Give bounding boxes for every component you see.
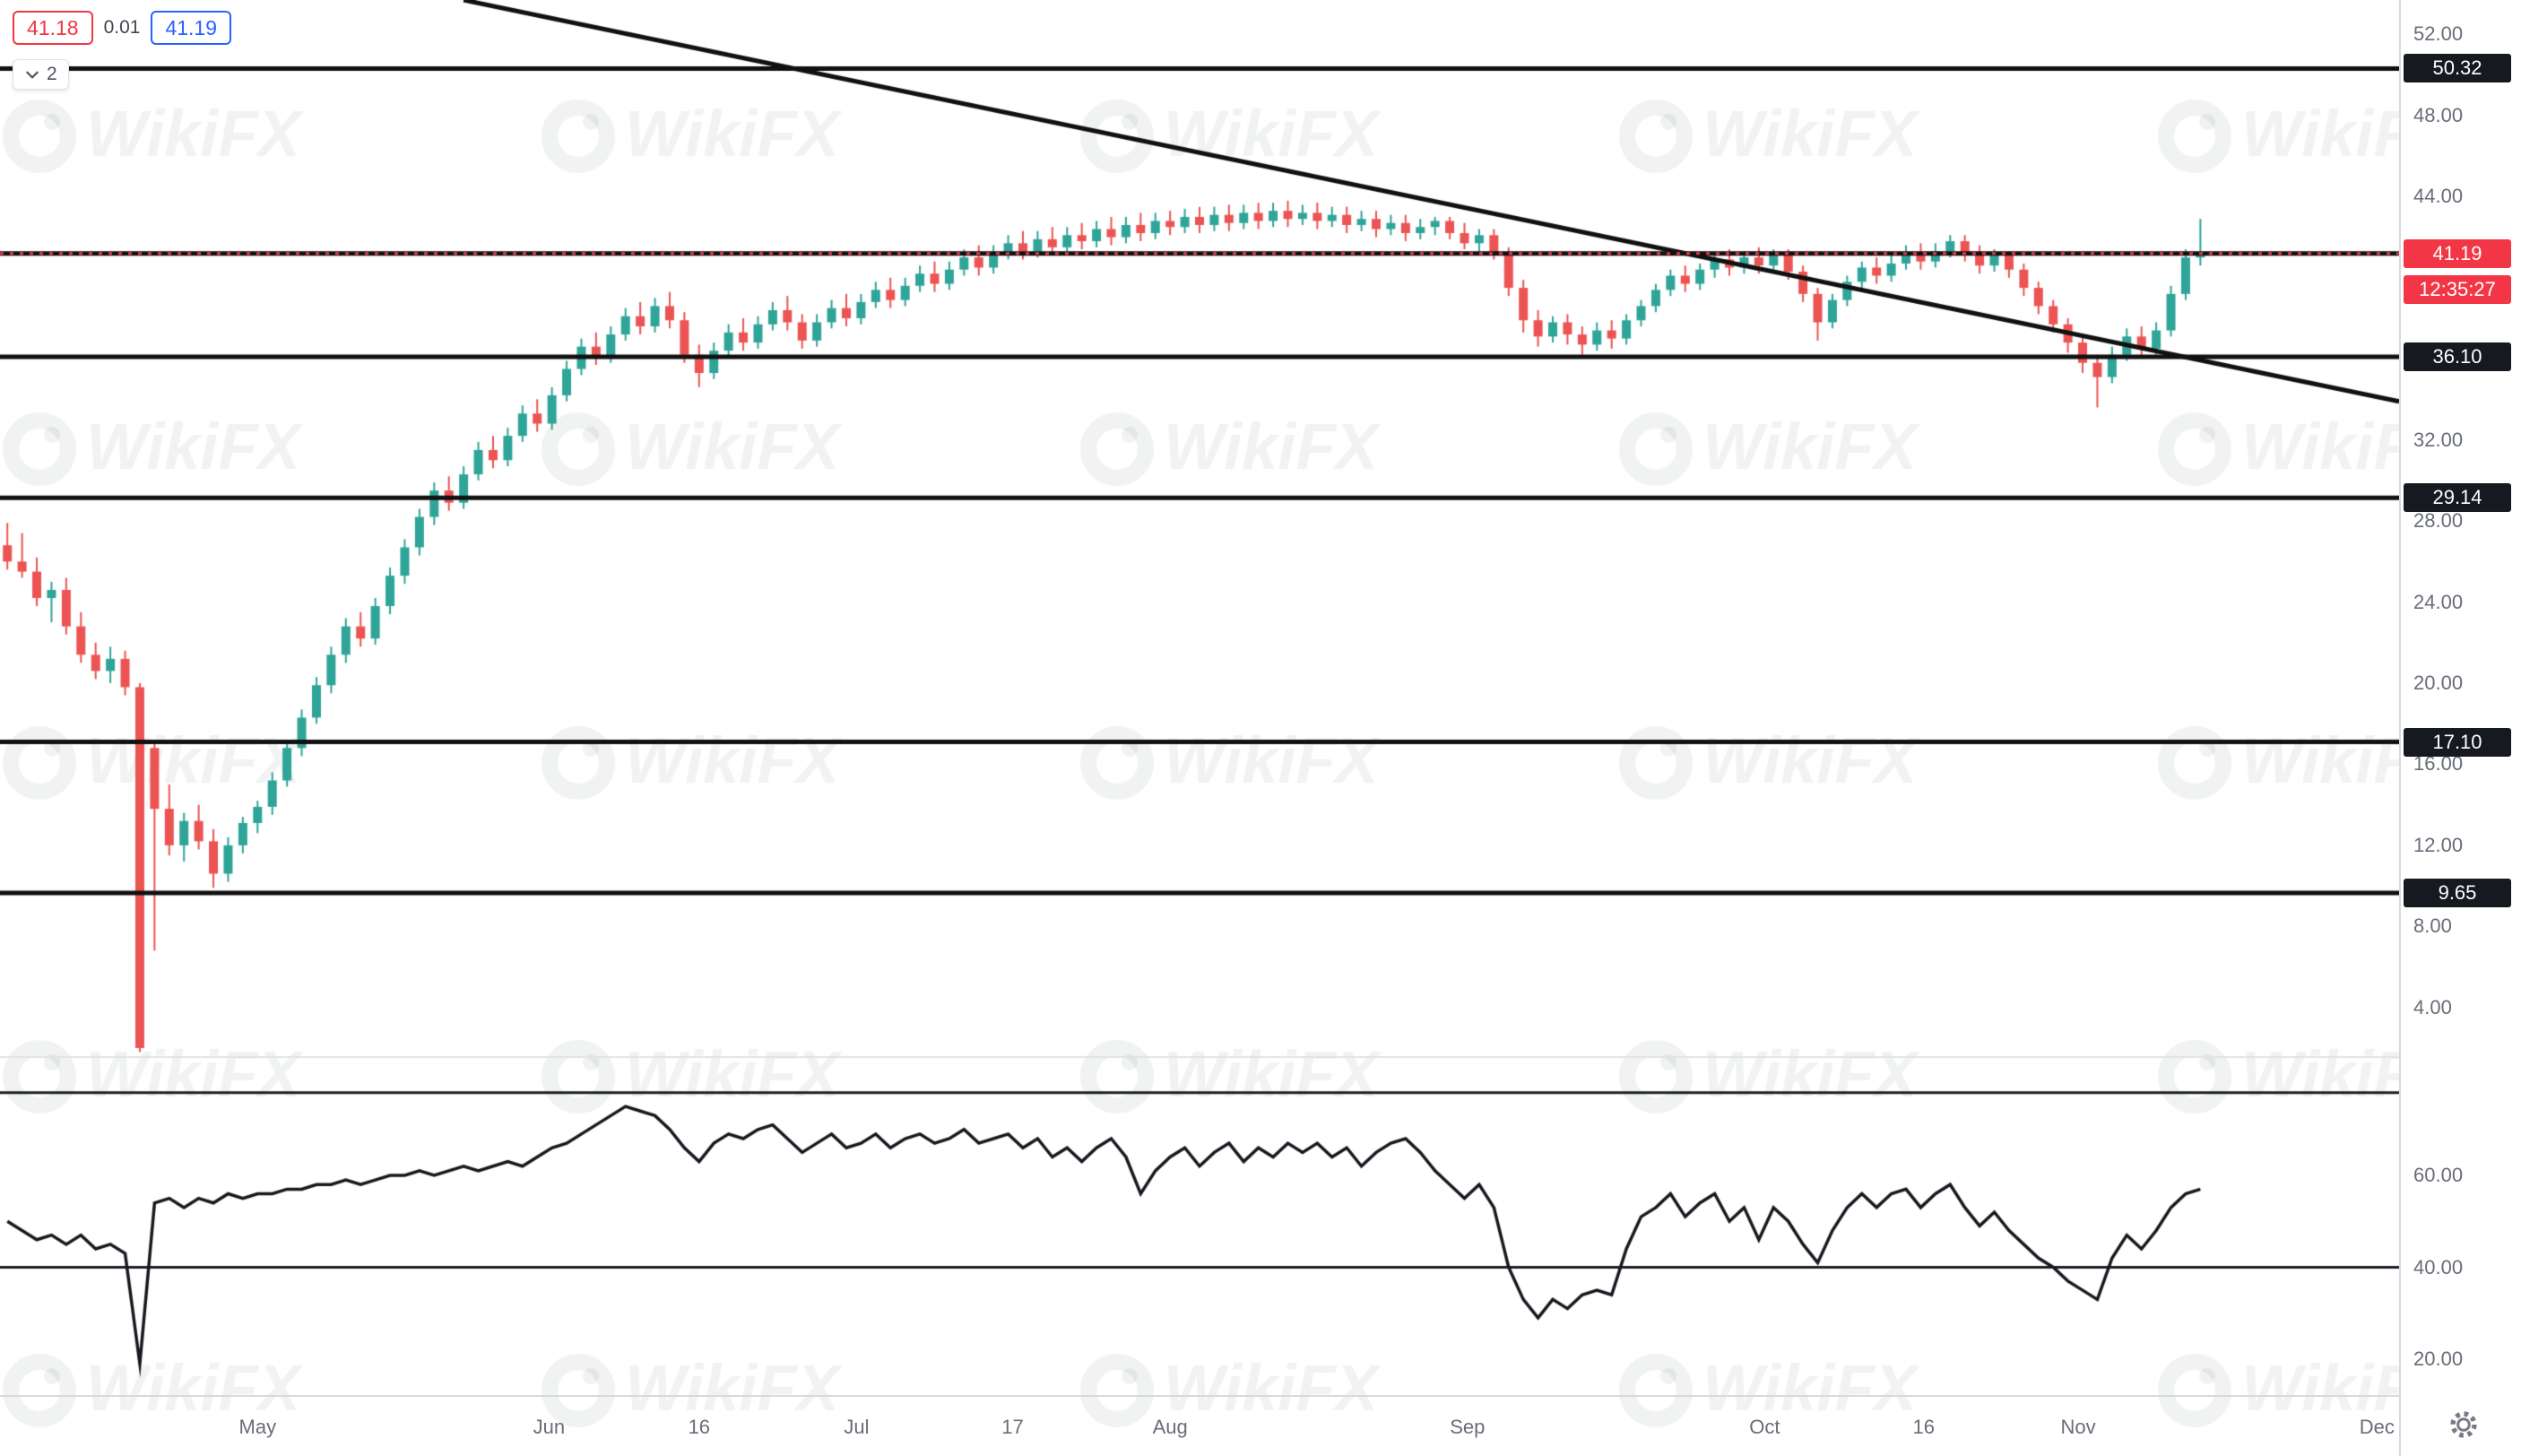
bid-price: 41.18 bbox=[13, 11, 93, 45]
settings-gear-button[interactable] bbox=[2447, 1408, 2480, 1441]
price-axis[interactable]: 41.19 12:35:27 52.00 48.00 44.00 32.00 28.00… bbox=[2399, 0, 2521, 1396]
price-tick-label: 44.00 bbox=[2413, 185, 2464, 208]
price-tick-label: 8.00 bbox=[2413, 914, 2452, 938]
oscillator-tick-label: 20.00 bbox=[2413, 1348, 2464, 1370]
ask-price: 41.19 bbox=[151, 11, 231, 45]
chevron-down-icon bbox=[24, 66, 40, 82]
price-tick-label: 12.00 bbox=[2413, 833, 2464, 856]
price-level-badge: 9.65 bbox=[2404, 878, 2511, 907]
time-axis-label: Dec bbox=[2359, 1416, 2395, 1438]
time-axis-label: Jun bbox=[533, 1416, 566, 1438]
price-tick-label: 4.00 bbox=[2413, 995, 2452, 1018]
oscillator-tick-label: 40.00 bbox=[2413, 1255, 2464, 1278]
time-axis-label: Nov bbox=[2060, 1416, 2096, 1438]
price-tick-label: 32.00 bbox=[2413, 428, 2464, 451]
axis-corner bbox=[2399, 1396, 2521, 1456]
time-axis-label: May bbox=[238, 1416, 277, 1438]
price-change: 0.01 bbox=[103, 17, 141, 38]
price-level-badge: 29.14 bbox=[2404, 483, 2511, 513]
price-tick-label: 20.00 bbox=[2413, 671, 2464, 694]
last-price-badge: 41.19 bbox=[2404, 238, 2511, 268]
time-axis-separator bbox=[0, 1395, 2521, 1397]
bar-countdown-badge: 12:35:27 bbox=[2404, 274, 2511, 304]
price-level-badge: 17.10 bbox=[2404, 727, 2511, 757]
time-axis-label: Jul bbox=[844, 1416, 870, 1438]
legend-collapse-button[interactable]: 2 bbox=[13, 59, 69, 90]
price-tick-label: 52.00 bbox=[2413, 22, 2464, 46]
price-tick-label: 28.00 bbox=[2413, 509, 2464, 533]
price-tick-label: 48.00 bbox=[2413, 103, 2464, 126]
objects-count-label: 2 bbox=[47, 64, 57, 84]
price-level-badge: 36.10 bbox=[2404, 342, 2511, 371]
gear-icon bbox=[2450, 1411, 2477, 1438]
time-axis-label: 17 bbox=[1001, 1416, 1024, 1438]
time-axis[interactable]: May Jun 16 Jul 17 Aug Sep Oct 16 Nov Dec bbox=[0, 1396, 2399, 1456]
time-axis-label: Sep bbox=[1450, 1416, 1486, 1438]
time-axis-label: Aug bbox=[1152, 1416, 1188, 1438]
time-axis-label: Oct bbox=[1749, 1416, 1780, 1438]
oscillator-tick-label: 60.00 bbox=[2413, 1164, 2464, 1186]
price-tick-label: 16.00 bbox=[2413, 752, 2464, 776]
time-axis-label: 16 bbox=[1912, 1416, 1935, 1438]
symbol-price-legend: 41.18 0.01 41.19 bbox=[13, 11, 231, 45]
time-axis-label: 16 bbox=[688, 1416, 711, 1438]
price-level-badge: 50.32 bbox=[2404, 54, 2511, 83]
price-tick-label: 24.00 bbox=[2413, 590, 2464, 613]
